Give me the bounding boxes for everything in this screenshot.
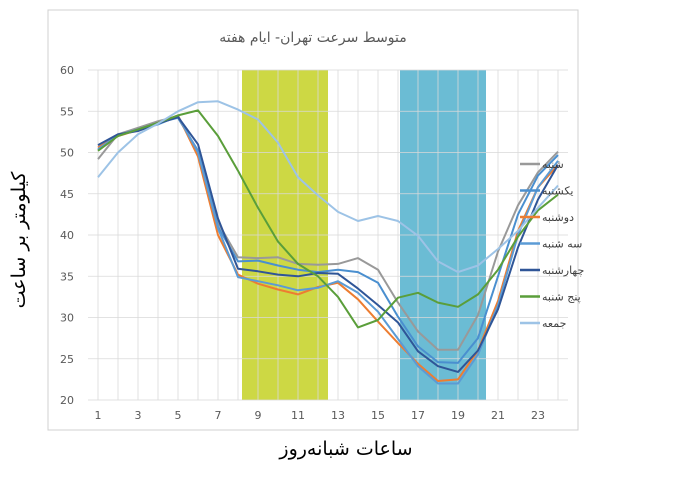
y-tick-label: 25	[60, 353, 74, 366]
y-tick-label: 30	[60, 312, 74, 325]
legend-label: چهارشنبه	[542, 264, 584, 277]
x-tick-label: 11	[291, 409, 305, 422]
x-tick-label: 7	[215, 409, 222, 422]
x-tick-label: 3	[135, 409, 142, 422]
x-tick-label: 21	[491, 409, 505, 422]
x-tick-label: 15	[371, 409, 385, 422]
y-tick-label: 55	[60, 105, 74, 118]
series-line-7	[97, 100, 559, 274]
y-tick-label: 50	[60, 147, 74, 160]
x-tick-label: 23	[531, 409, 545, 422]
x-tick-label: 5	[175, 409, 182, 422]
series-line-6	[97, 109, 559, 329]
y-tick-label: 40	[60, 229, 74, 242]
x-axis-label: ساعات شبانه‌روز	[279, 438, 413, 460]
legend-label: سه شنبه	[542, 238, 582, 251]
series-line-5	[97, 116, 559, 373]
y-tick-label: 60	[60, 64, 74, 77]
legend-label: دوشنبه	[542, 211, 574, 224]
y-axis-label: کیلومتر بر ساعت	[8, 171, 30, 309]
y-axis-label-container: کیلومتر بر ساعت	[4, 150, 34, 330]
legend: شنبه یکشنبه دوشنبه سه شنبه چهارشنبه پنج شنبه ج…	[520, 158, 584, 330]
legend-label: یکشنبه	[542, 185, 574, 198]
legend-label: جمعه	[542, 317, 566, 330]
x-tick-label: 9	[255, 409, 262, 422]
chart-title: متوسط سرعت تهران- ایام هفته	[219, 30, 407, 46]
y-tick-label: 20	[60, 394, 74, 407]
x-tick-label: 17	[411, 409, 425, 422]
x-tick-label: 13	[331, 409, 345, 422]
series-lines	[97, 100, 559, 385]
legend-label: پنج شنبه	[542, 291, 581, 304]
y-tick-label: 45	[60, 188, 74, 201]
legend-label: شنبه	[542, 158, 564, 171]
x-tick-label: 19	[451, 409, 465, 422]
x-tick-label: 1	[95, 409, 102, 422]
y-tick-label: 35	[60, 270, 74, 283]
